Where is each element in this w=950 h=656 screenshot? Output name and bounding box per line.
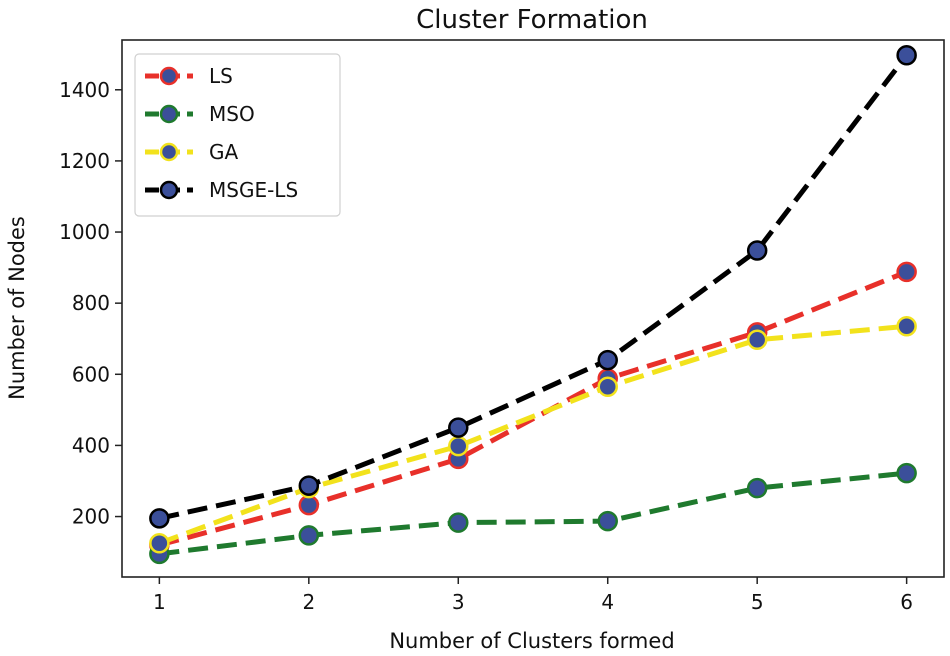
legend-box xyxy=(134,53,341,217)
legend-marker xyxy=(159,142,179,162)
data-point xyxy=(149,532,170,554)
data-point xyxy=(896,45,917,66)
data-point xyxy=(448,512,469,533)
legend-label: GA xyxy=(209,140,238,164)
y-tick-label: 400 xyxy=(72,433,110,457)
data-point xyxy=(746,240,768,261)
legend-entry: LS xyxy=(145,64,233,88)
x-tick-label: 3 xyxy=(452,590,465,614)
x-tick-label: 1 xyxy=(153,590,166,614)
data-point xyxy=(149,508,170,529)
data-point xyxy=(896,462,917,484)
legend-label: MSGE-LS xyxy=(209,178,298,202)
data-point xyxy=(746,329,768,351)
series-mso xyxy=(149,462,917,565)
data-point xyxy=(448,435,469,457)
legend-label: MSO xyxy=(209,102,255,126)
legend-entry: MSO xyxy=(145,102,255,126)
data-point xyxy=(597,376,618,397)
y-tick-label: 800 xyxy=(72,291,110,315)
y-tick-label: 1000 xyxy=(59,220,110,244)
legend: LS MSO GA MSGE-LS xyxy=(134,53,341,217)
series-ls xyxy=(149,261,917,556)
series-layer xyxy=(149,45,917,565)
legend-label: LS xyxy=(209,64,233,88)
series-ga xyxy=(149,316,917,554)
series-line xyxy=(158,53,909,521)
x-axis: 1 2 3 4 5 6 xyxy=(153,577,913,614)
x-tick-label: 2 xyxy=(302,590,315,614)
x-tick-label: 5 xyxy=(751,590,764,614)
y-axis-label: Number of Nodes xyxy=(5,216,29,400)
data-point xyxy=(896,316,917,337)
x-axis-label: Number of Clusters formed xyxy=(389,629,674,653)
data-point xyxy=(746,477,768,499)
y-tick-label: 1200 xyxy=(59,149,110,173)
data-point xyxy=(298,525,320,546)
x-tick-label: 6 xyxy=(900,590,913,614)
y-axis: 200 400 600 800 1000 1200 1400 xyxy=(59,78,122,529)
y-tick-label: 600 xyxy=(72,362,110,386)
chart-title: Cluster Formation xyxy=(416,5,648,35)
series-msge-ls xyxy=(149,45,917,529)
series-line xyxy=(158,323,907,546)
data-point xyxy=(597,510,618,532)
legend-marker xyxy=(159,66,179,86)
y-tick-label: 1400 xyxy=(59,78,110,102)
data-point xyxy=(896,261,917,283)
series-line xyxy=(159,470,907,557)
data-point xyxy=(298,475,320,496)
legend-marker xyxy=(159,104,179,124)
plot-area xyxy=(121,39,945,578)
legend-marker xyxy=(159,180,179,200)
legend-entry: MSGE-LS xyxy=(145,178,298,202)
data-point xyxy=(597,349,618,371)
x-tick-label: 4 xyxy=(601,590,614,614)
data-point xyxy=(448,417,469,438)
data-point xyxy=(298,494,320,516)
legend-entry: GA xyxy=(145,140,238,164)
y-tick-label: 200 xyxy=(72,505,110,529)
